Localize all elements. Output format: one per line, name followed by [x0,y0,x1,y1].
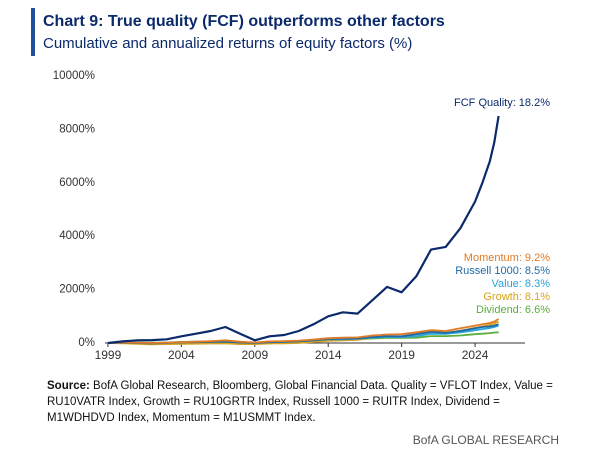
y-tick-label: 0% [78,337,95,349]
x-tick-label: 2019 [388,348,415,362]
series-label: Dividend: 6.6% [476,304,550,316]
y-tick-label: 6000% [59,177,95,189]
series-label: Value: 8.3% [491,278,550,290]
chart: Chart 9: True quality (FCF) outperforms … [31,8,550,362]
x-tick-label: 2024 [462,348,489,362]
chart-subtitle: Cumulative and annualized returns of equ… [43,35,412,52]
y-tick-label: 2000% [59,284,95,296]
source-label: Source: [47,380,90,392]
series-label: FCF Quality: 18.2% [454,97,550,109]
series-line [107,115,500,345]
source-note: Source: BofA Global Research, Bloomberg,… [47,378,567,426]
y-tick-label: 10000% [53,70,95,82]
series-line [107,318,500,344]
footer: BofA GLOBAL RESEARCH [412,433,559,447]
source-text: BofA Global Research, Bloomberg, Global … [47,380,553,424]
y-tick-label: 4000% [59,230,95,242]
x-tick-label: 2009 [241,348,268,362]
x-tick-label: 2014 [315,348,342,362]
y-tick-label: 8000% [59,123,95,135]
x-tick-label: 1999 [95,348,122,362]
x-tick-label: 2004 [168,348,195,362]
series-label: Growth: 8.1% [483,291,550,303]
series-label: Momentum: 9.2% [464,252,550,264]
series-label: Russell 1000: 8.5% [455,265,550,277]
title-bar [31,8,35,56]
chart-title: Chart 9: True quality (FCF) outperforms … [43,13,445,30]
